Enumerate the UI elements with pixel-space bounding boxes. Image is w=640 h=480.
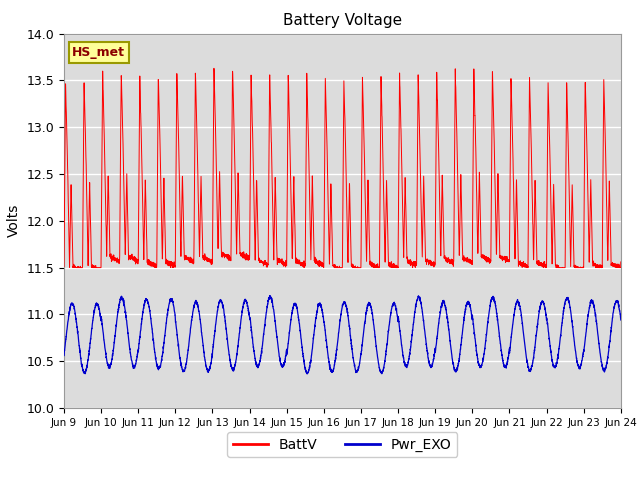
Text: HS_met: HS_met — [72, 46, 125, 59]
Legend: BattV, Pwr_EXO: BattV, Pwr_EXO — [227, 432, 458, 457]
Y-axis label: Volts: Volts — [7, 204, 21, 238]
Title: Battery Voltage: Battery Voltage — [283, 13, 402, 28]
